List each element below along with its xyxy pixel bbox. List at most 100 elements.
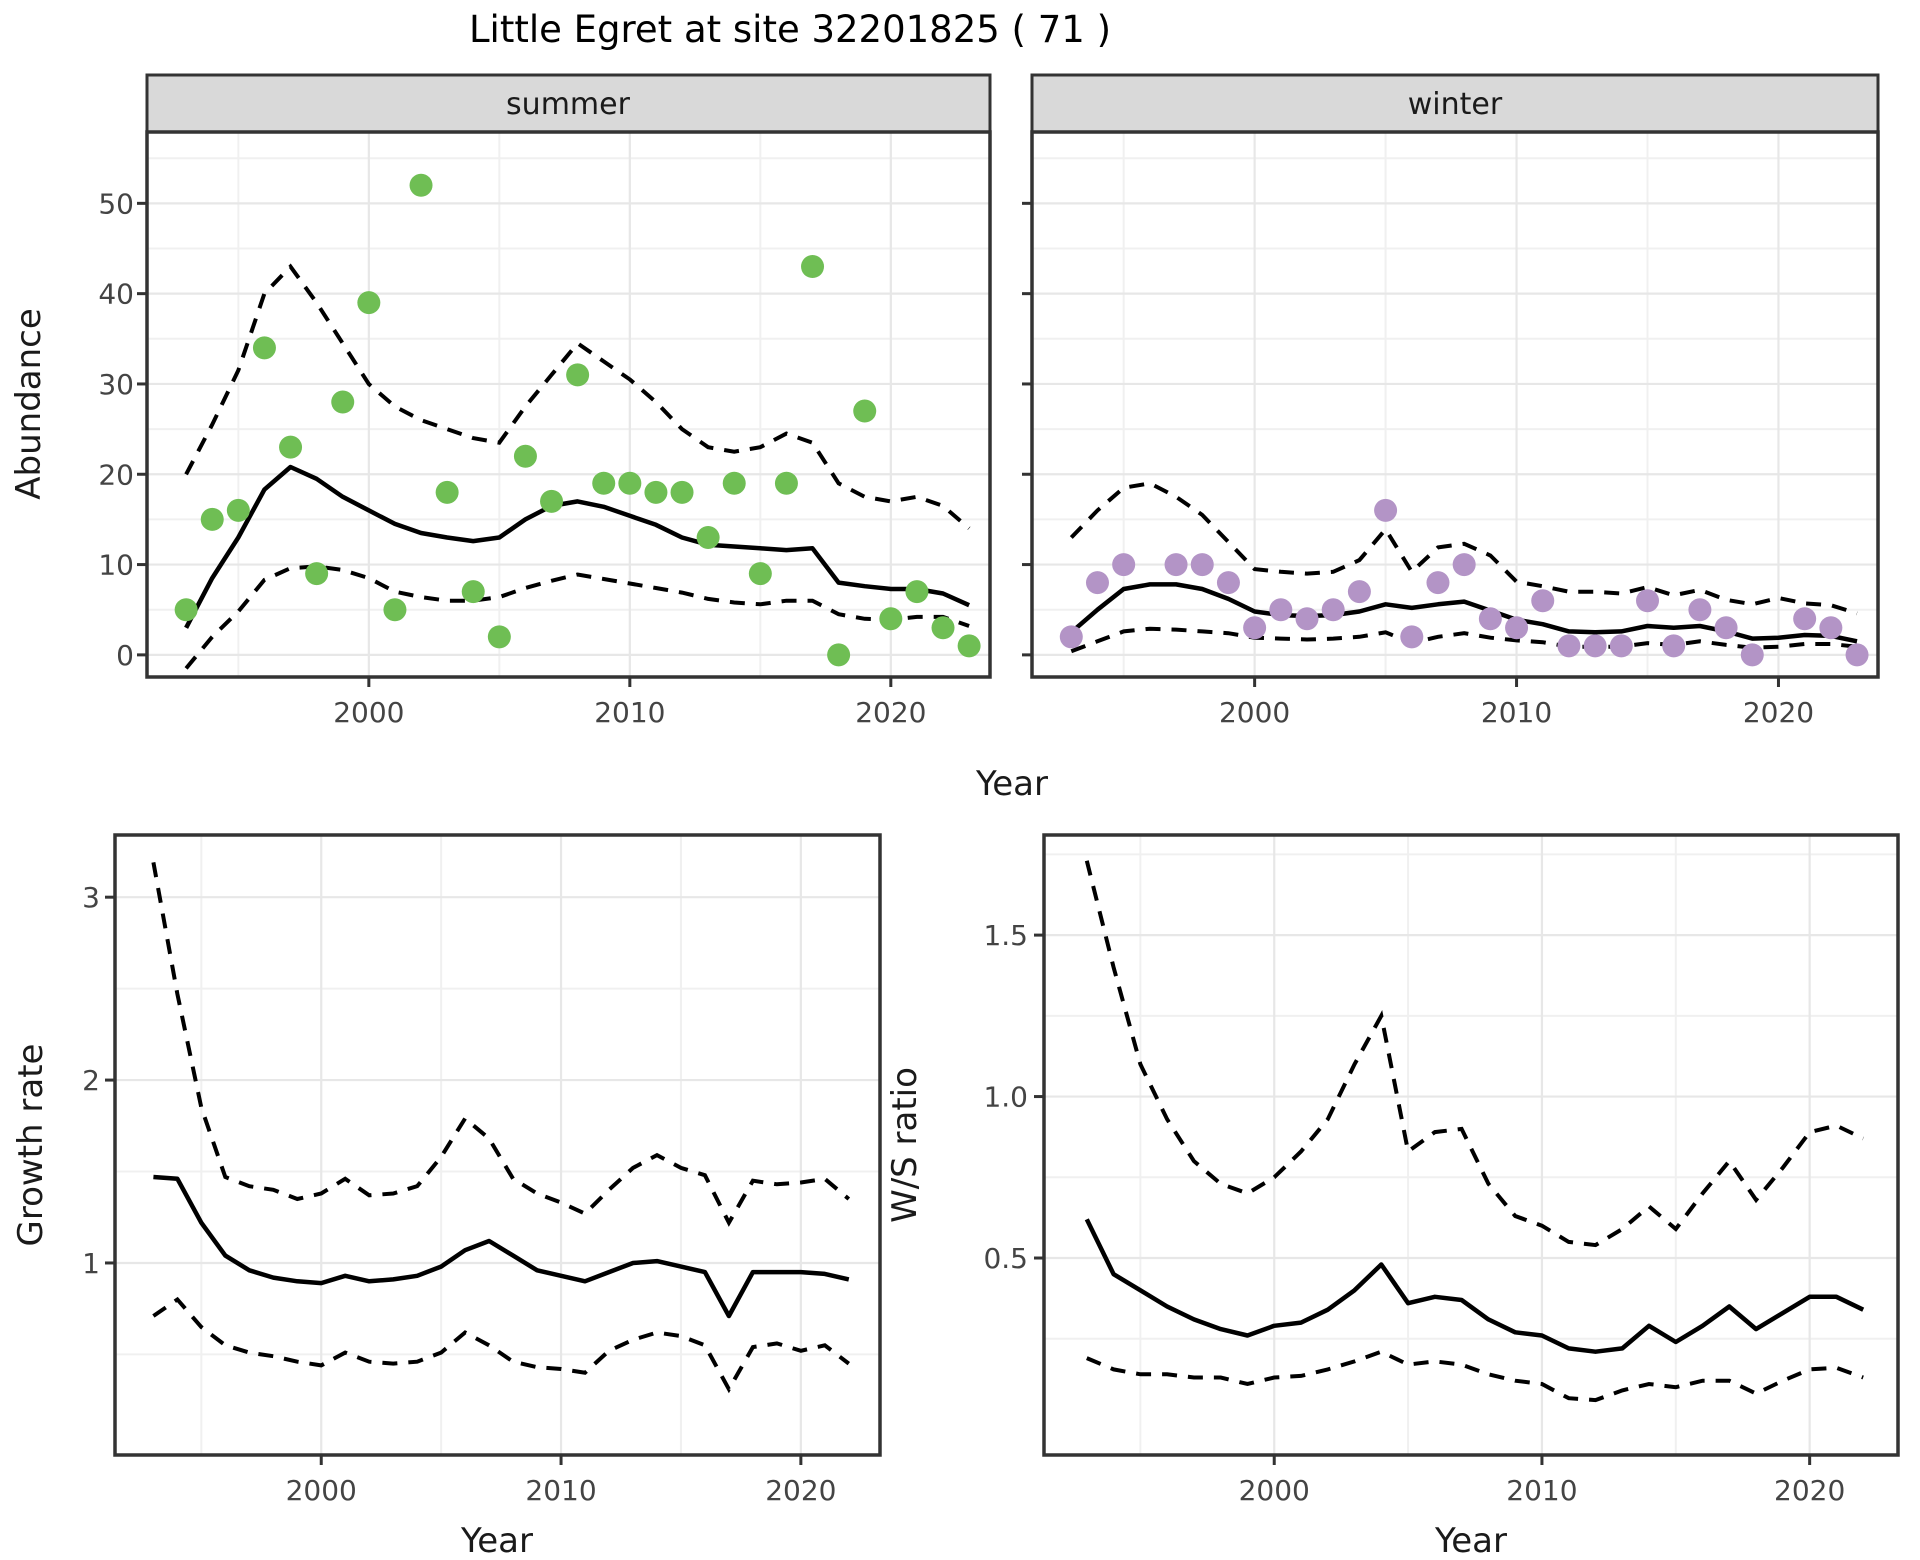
facet-strip-summer-bg xyxy=(145,73,992,134)
x-tick-label: 2000 xyxy=(286,1474,357,1507)
x-tick-label: 2000 xyxy=(1239,1474,1310,1507)
data-point xyxy=(1426,571,1450,595)
x-tick-label: 2020 xyxy=(1774,1474,1845,1507)
data-point xyxy=(1505,616,1529,640)
panel-ws-ratio: 2000 2010 2020 0.5 1.0 1.5 xyxy=(983,833,1900,1507)
data-point xyxy=(513,444,537,468)
data-point xyxy=(1609,634,1633,658)
data-point xyxy=(1452,553,1476,577)
data-point xyxy=(853,399,877,423)
panel-abundance-summer: 2000 2010 2020 0 10 20 30 40 50 xyxy=(98,130,992,729)
data-point xyxy=(252,336,276,360)
data-point xyxy=(566,363,590,387)
x-tick-label: 2020 xyxy=(765,1474,836,1507)
data-point xyxy=(1845,643,1869,667)
panel-abundance-winter: 2000 2010 2020 xyxy=(1022,130,1880,729)
data-point xyxy=(696,525,720,549)
ci-upper-line xyxy=(1069,481,1858,616)
data-point xyxy=(957,634,981,658)
fit-line xyxy=(184,464,971,629)
data-point xyxy=(592,471,616,495)
x-tick-label: 2010 xyxy=(594,696,665,729)
panel-bg xyxy=(1032,132,1878,677)
x-tick-label: 2020 xyxy=(1743,696,1814,729)
data-point xyxy=(200,507,224,531)
y-tick-label: 0 xyxy=(116,639,134,672)
data-point xyxy=(644,480,668,504)
data-point xyxy=(1531,589,1555,613)
data-point xyxy=(774,471,798,495)
y-tick-label: 1.5 xyxy=(983,919,1028,952)
ci-upper-line xyxy=(1084,860,1865,1248)
data-point xyxy=(1347,580,1371,604)
y-axis-title-abundance: Abundance xyxy=(9,308,49,500)
data-point xyxy=(801,255,825,279)
data-point xyxy=(827,643,851,667)
data-point xyxy=(1295,607,1319,631)
data-point xyxy=(905,580,929,604)
y-axis-title-ws: W/S ratio xyxy=(885,1067,925,1223)
ci-lower-line xyxy=(184,564,970,670)
facet-strip-winter: winter xyxy=(1030,73,1880,134)
data-point xyxy=(1190,553,1214,577)
data-point xyxy=(279,435,303,459)
y-tick-label: 30 xyxy=(98,368,134,401)
data-point xyxy=(1557,634,1581,658)
data-point xyxy=(1636,589,1660,613)
data-point xyxy=(1478,607,1502,631)
data-point xyxy=(1714,616,1738,640)
panel-bg xyxy=(1044,835,1898,1455)
data-point xyxy=(1819,616,1843,640)
data-point xyxy=(1583,634,1607,658)
data-point xyxy=(1164,553,1188,577)
x-tick-label: 2010 xyxy=(525,1474,596,1507)
data-point xyxy=(1793,607,1817,631)
y-axis-title-growth: Growth rate xyxy=(11,1044,51,1247)
x-tick-label: 2000 xyxy=(333,696,404,729)
y-tick-label: 0.5 xyxy=(983,1242,1028,1275)
y-tick-label: 1.0 xyxy=(983,1081,1028,1114)
x-tick-label: 2010 xyxy=(1506,1474,1577,1507)
data-point xyxy=(305,562,329,586)
panel-growth-rate: 2000 2010 2020 1 2 3 xyxy=(82,833,882,1507)
y-tick-label: 40 xyxy=(98,278,134,311)
fit-line xyxy=(153,1174,850,1319)
facet-strip-summer: summer xyxy=(145,73,992,134)
data-point xyxy=(748,562,772,586)
data-point xyxy=(487,625,511,649)
data-point xyxy=(1374,498,1398,522)
y-tick-label: 3 xyxy=(82,881,100,914)
data-point xyxy=(1740,643,1764,667)
facet-strip-winter-bg xyxy=(1030,73,1880,134)
data-point xyxy=(383,598,407,622)
ci-upper-line xyxy=(151,862,851,1227)
data-point xyxy=(931,616,955,640)
chart-title: Little Egret at site 32201825 ( 71 ) xyxy=(469,8,1111,51)
y-tick-label: 50 xyxy=(98,187,134,220)
x-axis-title-year-top: Year xyxy=(975,764,1048,804)
data-point xyxy=(1400,625,1424,649)
data-point xyxy=(1321,598,1345,622)
x-tick-label: 2000 xyxy=(1219,696,1290,729)
panel-border xyxy=(113,833,882,1457)
data-point xyxy=(879,607,903,631)
data-point xyxy=(1243,616,1267,640)
x-axis-title-year-ws: Year xyxy=(1434,1521,1507,1560)
ci-lower-line xyxy=(1086,1349,1864,1403)
data-point xyxy=(1216,571,1240,595)
ci-lower-line xyxy=(1070,626,1858,654)
data-point xyxy=(1059,625,1083,649)
data-point xyxy=(722,471,746,495)
data-point xyxy=(331,390,355,414)
panel-border xyxy=(145,130,992,679)
panel-border xyxy=(1030,130,1880,679)
x-tick-label: 2010 xyxy=(1481,696,1552,729)
data-point xyxy=(540,489,564,513)
data-point xyxy=(618,471,642,495)
y-tick-label: 2 xyxy=(82,1064,100,1097)
data-point xyxy=(174,598,198,622)
ci-lower-line xyxy=(152,1296,851,1394)
facet-strip-summer-label: summer xyxy=(506,87,631,122)
data-point xyxy=(461,580,485,604)
